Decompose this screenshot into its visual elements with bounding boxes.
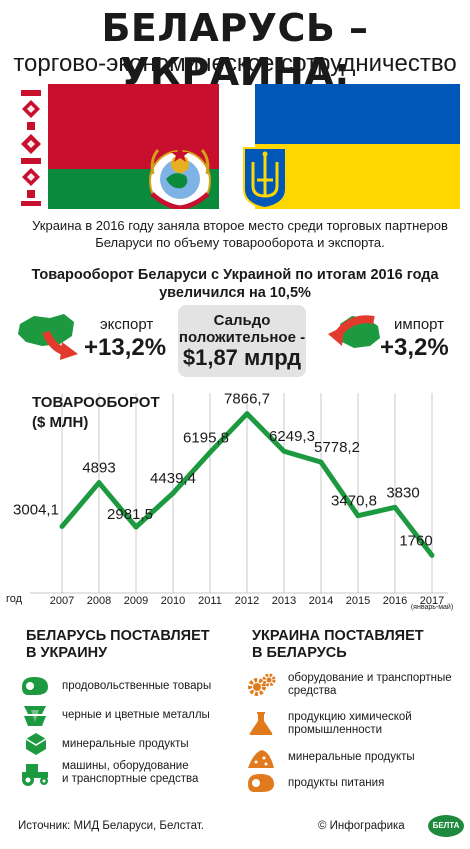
ukraine-trident-icon	[243, 147, 287, 209]
exports-title-line1: БЕЛАРУСЬ ПОСТАВЛЯЕТ	[26, 628, 210, 644]
import-value: +3,2%	[380, 334, 449, 361]
data-label: 6195,8	[183, 429, 229, 446]
data-label: 3470,8	[331, 493, 377, 510]
saldo-box: Сальдо положительное - $1,87 млрд	[178, 305, 306, 377]
export-item: продовольственные товары	[18, 673, 211, 699]
page-subtitle: торгово-экономическое сотрудничество	[13, 50, 457, 77]
data-point	[59, 524, 65, 530]
mineral-pile-icon	[248, 750, 274, 768]
flags-banner	[14, 84, 460, 209]
imports-title-line2: В БЕЛАРУСЬ	[252, 645, 347, 661]
source-text: Источник: МИД Беларуси, Белстат.	[18, 820, 204, 832]
data-point	[392, 504, 398, 510]
credit-text: © Инфографика	[318, 820, 405, 832]
import-item-text: минеральные продукты	[288, 750, 415, 763]
belta-logo: БЕЛТА	[428, 815, 464, 837]
data-label: 7866,7	[224, 391, 270, 408]
saldo-value: $1,87 млрд	[182, 345, 302, 370]
data-point	[170, 490, 176, 496]
x-tick-label: 2008	[87, 595, 111, 607]
data-label: 2981,5	[107, 506, 153, 523]
import-map-icon	[328, 315, 380, 348]
intro-text: Украина в 2016 году заняла второе место …	[32, 218, 448, 250]
trade-turnover-chart: ТОВАРООБОРОТ ($ МЛН) год (январь-май) 30…	[6, 391, 453, 611]
import-item-text-line1: продукцию химической	[288, 711, 412, 723]
meat-food-icon	[248, 774, 274, 792]
x-tick-label: 2009	[124, 595, 148, 607]
export-item-text: машины, оборудование и транспортные сред…	[62, 760, 198, 786]
saldo-line2: положительное -	[178, 329, 306, 346]
export-item: машины, оборудование и транспортные сред…	[18, 760, 198, 786]
export-item-text-line2: и транспортные средства	[62, 773, 199, 785]
page-title: БЕЛАРУСЬ – УКРАИНА:	[101, 6, 369, 94]
x-tick-label: 2007	[50, 595, 74, 607]
exports-title-line2: В УКРАИНУ	[26, 645, 108, 661]
import-item: продукты питания	[244, 770, 384, 796]
tractor-icon	[22, 764, 48, 786]
import-item: минеральные продукты	[244, 744, 415, 770]
import-item-text: продукцию химической промышленности	[288, 711, 412, 737]
data-label: 3830	[386, 484, 419, 501]
x-tick-label: 2014	[309, 595, 333, 607]
data-point	[318, 459, 324, 465]
chart-title: ТОВАРООБОРОТ	[32, 394, 160, 411]
saldo-line1: Сальдо	[213, 312, 271, 329]
import-label: импорт	[394, 316, 445, 333]
data-label: 6249,3	[269, 428, 315, 445]
data-label: 4439,4	[150, 470, 196, 487]
mineral-icon	[25, 733, 47, 755]
ukraine-flag	[255, 84, 460, 209]
belarus-emblem-icon	[149, 146, 211, 209]
import-item: оборудование и транспортные средства	[244, 672, 452, 698]
headline-line1: Товарооборот Беларуси с Украиной по итог…	[31, 267, 439, 283]
chart-x-note: (январь-май)	[411, 603, 453, 611]
export-label: экспорт	[100, 316, 154, 333]
export-item-text: продовольственные товары	[62, 679, 212, 692]
x-tick-label: 2013	[272, 595, 296, 607]
exports-title: БЕЛАРУСЬ ПОСТАВЛЯЕТ В УКРАИНУ	[26, 628, 210, 662]
x-tick-label: 2017	[420, 595, 444, 607]
chart-xlabel: год	[6, 593, 23, 605]
export-item-text: минеральные продукты	[62, 737, 189, 750]
imports-title-line1: УКРАИНА ПОСТАВЛЯЕТ	[252, 628, 424, 644]
headline-line2: увеличился на 10,5%	[159, 285, 311, 301]
x-tick-label: 2010	[161, 595, 185, 607]
chart-unit: ($ МЛН)	[32, 414, 88, 431]
gears-icon	[248, 673, 276, 696]
data-point	[207, 449, 213, 455]
export-item: черные и цветные металлы	[18, 702, 210, 728]
x-tick-label: 2012	[235, 595, 259, 607]
export-map-icon	[18, 314, 78, 360]
export-value: +13,2%	[84, 334, 167, 361]
metal-ingot-icon	[24, 706, 46, 726]
x-tick-label: 2015	[346, 595, 370, 607]
import-item-text-line2: промышленности	[288, 724, 383, 736]
x-tick-label: 2011	[198, 595, 222, 607]
meat-icon	[22, 677, 48, 695]
data-point	[281, 448, 287, 454]
x-tick-label: 2016	[383, 595, 407, 607]
flask-icon	[249, 712, 273, 735]
data-point	[96, 480, 102, 486]
export-item: минеральные продукты	[18, 731, 189, 757]
export-item-text: черные и цветные металлы	[62, 708, 210, 721]
data-point	[244, 411, 250, 417]
data-label: 3004,1	[13, 502, 59, 519]
headline: Товарооборот Беларуси с Украиной по итог…	[15, 266, 455, 302]
import-item-text-line2: средства	[288, 685, 337, 697]
import-item-text: продукты питания	[288, 776, 385, 789]
data-label: 4893	[82, 460, 115, 477]
imports-title: УКРАИНА ПОСТАВЛЯЕТ В БЕЛАРУСЬ	[252, 628, 424, 662]
data-point	[429, 552, 435, 558]
import-item-text: оборудование и транспортные средства	[288, 672, 452, 698]
import-item: продукцию химической промышленности	[244, 711, 412, 737]
export-item-text-line1: машины, оборудование	[62, 760, 189, 772]
data-label: 1760	[399, 532, 432, 549]
data-label: 5778,2	[314, 439, 360, 456]
import-item-text-line1: оборудование и транспортные	[288, 672, 452, 684]
data-point	[133, 524, 139, 530]
data-point	[355, 513, 361, 519]
